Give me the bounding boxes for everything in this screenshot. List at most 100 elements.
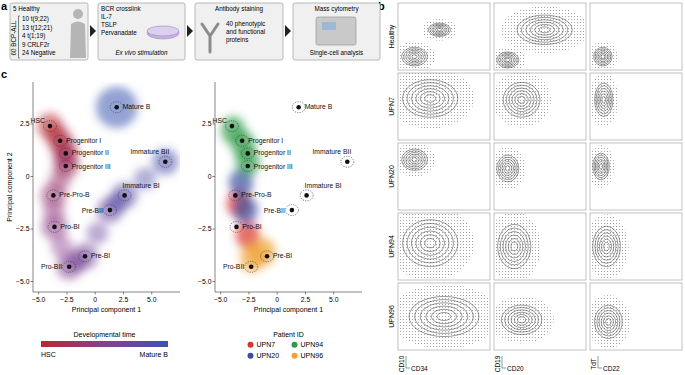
- colorbar-label: HSC: [41, 351, 56, 358]
- node-point: [304, 193, 309, 198]
- contour: [506, 235, 523, 258]
- step-text: 40 phenotypicand functionalproteins: [226, 20, 265, 44]
- node-point: [63, 164, 68, 169]
- contour: [593, 153, 610, 180]
- event-cloud: [590, 214, 629, 278]
- contour: [597, 159, 606, 173]
- cell-frame: [494, 213, 586, 280]
- legend-title: Patient ID: [273, 331, 304, 338]
- node-point: [108, 208, 113, 213]
- node-outline: [229, 190, 242, 201]
- x-tick-label: 0: [93, 296, 97, 303]
- x-tick: [277, 292, 278, 295]
- contour: [595, 230, 618, 264]
- y-tick: [31, 281, 34, 282]
- contour: [402, 47, 428, 66]
- stimulus: BCR crosslink: [101, 5, 141, 12]
- contour: [435, 27, 443, 32]
- contour: [416, 89, 445, 109]
- line: proteins: [226, 36, 248, 44]
- node-label: Progenitor II: [72, 149, 109, 157]
- colorbar: [41, 341, 168, 347]
- contour: [404, 151, 426, 169]
- y-tick-label: 0: [26, 173, 30, 180]
- y-axis-line: [215, 82, 216, 292]
- cytometer-icon: [316, 17, 356, 45]
- y-tick: [31, 229, 34, 230]
- x-tick-label: 2.5: [119, 296, 129, 303]
- node-label: Immature BII: [130, 148, 169, 155]
- node-label: Progenitor III: [254, 163, 293, 171]
- x-tick: [66, 292, 67, 295]
- event-cloud: [494, 296, 554, 343]
- contour: [599, 91, 609, 108]
- contour: [506, 166, 510, 171]
- row-label: UPN94: [388, 235, 395, 258]
- node-label: Pre-BI: [273, 252, 292, 259]
- density-cell: [590, 214, 629, 278]
- contour: [594, 155, 608, 178]
- contour: [518, 317, 526, 323]
- contour: [598, 88, 611, 111]
- x-tick-label: −2.5: [60, 296, 74, 303]
- node-point: [233, 193, 238, 198]
- contour: [500, 159, 515, 177]
- contour: [503, 82, 540, 117]
- contour: [508, 239, 520, 255]
- cell-frame: [494, 283, 586, 350]
- contour: [411, 86, 449, 112]
- panel-label: a: [1, 0, 8, 12]
- contour: [407, 83, 453, 115]
- node-label: Immature BI: [123, 182, 160, 189]
- density-cell: [494, 296, 554, 343]
- contour: [408, 154, 421, 165]
- cloud-blob: [234, 196, 258, 224]
- contour: [601, 55, 605, 59]
- node-outline: [236, 135, 249, 146]
- contour: [595, 49, 610, 65]
- density-cell: [590, 73, 619, 127]
- contour: [403, 220, 458, 267]
- node-outline: [43, 121, 56, 132]
- contour: [404, 49, 426, 65]
- cohort-text: 9 CRLF2r: [22, 41, 49, 48]
- contour: [602, 96, 606, 103]
- contour: [599, 164, 602, 169]
- node-point: [245, 151, 250, 156]
- y-tick: [31, 124, 34, 125]
- density-cell: [494, 213, 541, 280]
- contour: [521, 17, 567, 42]
- x-tick: [220, 292, 221, 295]
- contour: [597, 308, 620, 336]
- contour: [595, 305, 623, 339]
- contour: [503, 231, 526, 261]
- event-cloud: [398, 143, 435, 177]
- legend-label: UPN20: [257, 352, 280, 359]
- density-cell: [494, 73, 551, 128]
- node-label: Immature BI: [305, 182, 342, 189]
- colorbar-label: Mature B: [140, 351, 169, 358]
- node-label: Mature B: [305, 103, 333, 110]
- contour: [500, 228, 528, 265]
- node-outline: [103, 205, 116, 216]
- node-outline: [241, 148, 254, 159]
- contour: [511, 312, 532, 327]
- node-point: [296, 105, 301, 110]
- node-point: [63, 151, 68, 156]
- node-outline: [59, 148, 72, 159]
- contour: [509, 88, 534, 112]
- node-label: Pro-BI: [242, 223, 261, 230]
- contour: [597, 233, 616, 260]
- contour: [595, 157, 606, 175]
- node-outline: [159, 156, 172, 167]
- x-tick: [248, 292, 249, 295]
- x-axis-label: CD20: [507, 365, 524, 372]
- node-label: Pro-BII: [223, 263, 244, 270]
- cell-frame: [590, 213, 682, 280]
- y-axis-title: Principal component 2: [6, 152, 14, 221]
- cohort-text: 4 t(1;19): [22, 32, 45, 40]
- colorbar-title: Developmental time: [74, 331, 136, 339]
- stimulus: Pervanadate: [101, 29, 137, 36]
- event-cloud: [422, 19, 457, 40]
- contour: [426, 306, 462, 327]
